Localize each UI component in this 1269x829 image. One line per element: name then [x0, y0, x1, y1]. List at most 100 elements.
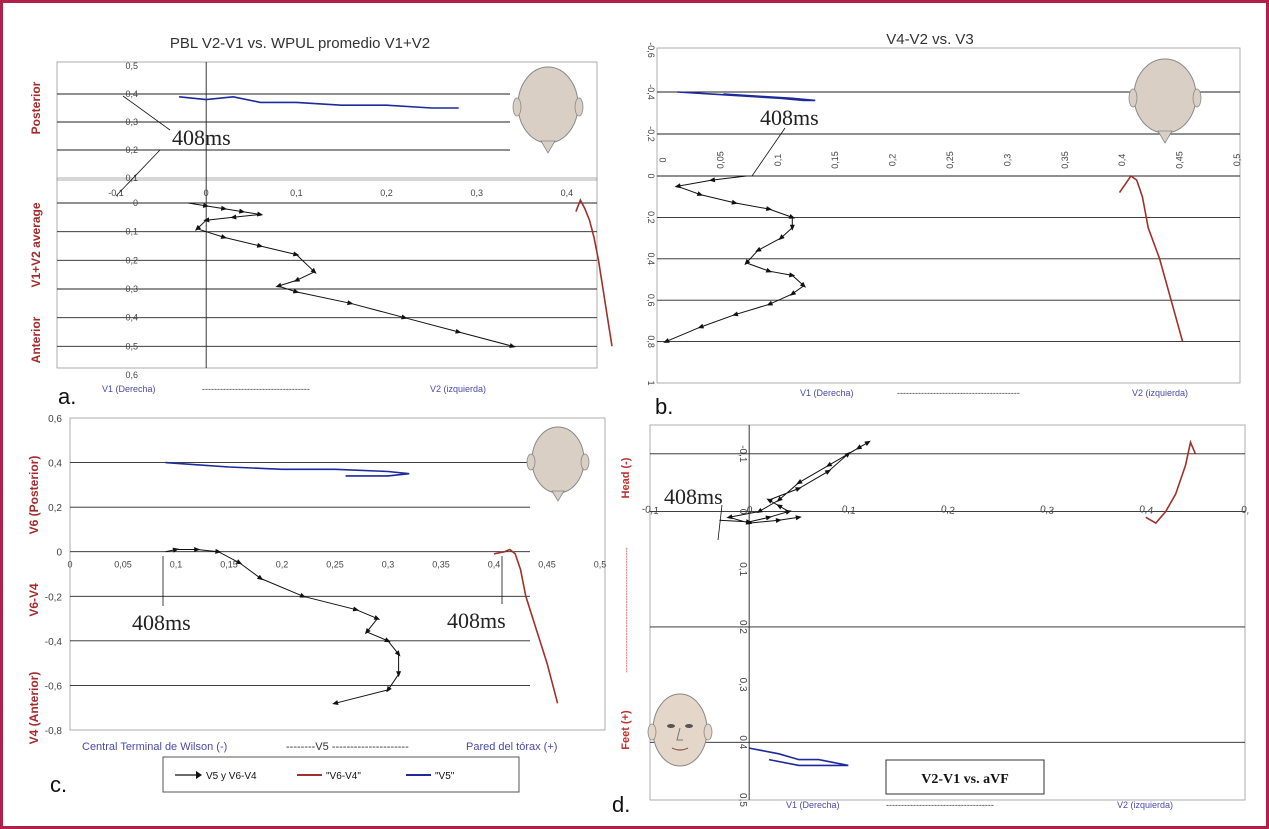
x-tick-label: 0,4 [488, 560, 501, 570]
y-tick-label: 1 [646, 380, 656, 385]
panel-d-annotation: 408ms [664, 484, 723, 509]
panel-d-ylabel-bottom: Feet (+) [620, 710, 632, 750]
panel-a-plot-bottom [56, 177, 598, 369]
panel-a-bottom-right: V2 (izquierda) [430, 384, 486, 394]
panel-b-letter: b. [655, 394, 673, 419]
panel-a-ylabel-bottom: Anterior [29, 316, 43, 363]
arrow-marker [299, 592, 306, 598]
y-tick-label: 0,8 [646, 335, 656, 348]
arrow-marker [172, 547, 179, 553]
y-tick-label: 0 [56, 548, 62, 559]
arrow-marker [778, 234, 785, 241]
y-tick-label: 0,3 [737, 678, 748, 692]
x-tick-label: 0,3 [470, 188, 483, 198]
x-tick-label: 0,25 [945, 151, 955, 169]
red-curve [493, 548, 559, 704]
arrow-marker [332, 700, 339, 705]
panel-c-plot [69, 417, 606, 731]
y-tick-label: 0,4 [125, 313, 138, 323]
x-tick-label: 0,25 [326, 560, 344, 570]
arrow-marker [220, 234, 228, 239]
y-tick-label: 0,6 [125, 370, 138, 380]
y-tick-label: 0,4 [737, 735, 748, 749]
arrow-marker [844, 451, 851, 458]
panel-a-bottom-dash: ------------------------------------ [202, 384, 310, 394]
arrow-marker [194, 547, 201, 552]
panel-c-ylabel-bottom: V4 (Anterior) [27, 672, 41, 745]
legend-label: V5 y V6-V4 [206, 771, 257, 782]
y-tick-label: 0 [646, 173, 656, 178]
panel-d-plot [649, 424, 1246, 801]
arrow-marker [795, 487, 802, 492]
arrow-marker [755, 246, 762, 252]
panel-d-letter: d. [612, 792, 630, 817]
panel-d-bottom-left: V1 (Derecha) [786, 800, 840, 810]
y-tick-label: 0 [737, 509, 748, 515]
y-tick-label: 0,5 [125, 61, 138, 71]
x-tick-label: 0,35 [1060, 151, 1070, 169]
panel-b-plot-bottom [656, 175, 1241, 384]
panel-c-ticks: 0 0,05 0,1 0,15 0,2 0,25 0,3 0,35 0,4 0,45 0,5 0,6 0… [45, 414, 606, 737]
y-tick-label: 0,2 [125, 145, 138, 155]
panel-c-bottom-mid: --------V5 --------------------- [286, 741, 409, 753]
x-tick-label: 0,4 [1139, 504, 1155, 517]
panel-a-annotation-leader-2 [115, 149, 161, 197]
x-tick-label: 0,05 [114, 560, 132, 570]
x-tick-label: 0,2 [888, 154, 898, 167]
x-tick-label: 0,1 [773, 154, 783, 167]
y-tick-label: 0,3 [125, 117, 138, 127]
arrow-marker [765, 267, 773, 273]
arrow-marker [765, 515, 772, 521]
arrow-marker [731, 199, 738, 205]
x-tick-label: 0,1 [841, 504, 857, 517]
y-tick-label: 0,4 [48, 459, 62, 470]
arrow-marker [732, 311, 739, 317]
x-tick-label: 0,5 [1232, 154, 1242, 167]
panel-b-bottom-left: V1 (Derecha) [800, 388, 854, 398]
x-tick-label: 0,3 [1039, 504, 1055, 517]
panel-b-curves [663, 91, 1184, 343]
x-tick-label: 0, [1240, 504, 1250, 516]
y-tick-label: 0 [133, 198, 138, 208]
y-tick-label: 0,2 [737, 620, 748, 634]
y-tick-label: -0,6 [45, 681, 63, 692]
x-tick-label: 0,35 [432, 560, 450, 570]
y-tick-label: 0,4 [125, 89, 138, 99]
panel-a-gridlines [57, 62, 597, 368]
panel-a: PBL V2-V1 vs. WPUL promedio V1+V2 -0,1 0 0… [29, 35, 613, 409]
y-tick-label: 0,2 [48, 503, 62, 514]
arrow-marker [256, 211, 264, 217]
arrow-marker [697, 323, 705, 329]
y-tick-label: 0,6 [48, 414, 62, 425]
arrow-marker [799, 281, 807, 288]
panel-a-bottom-left: V1 (Derecha) [102, 384, 156, 394]
panel-a-ticks: -0,1 0 0,1 0,2 0,3 0,4 0,5 0,4 0,3 0,2 0,1 0 0,1 0,2 0… [108, 61, 573, 380]
panel-d-gridlines [650, 425, 1245, 800]
arrow-marker [855, 444, 863, 450]
arrow-marker [775, 517, 782, 523]
arrow-marker [795, 515, 802, 521]
arrow-marker [384, 637, 391, 643]
x-tick-label: 0 [67, 560, 72, 570]
arrow-marker [726, 514, 733, 520]
x-tick-label: -0,1 [641, 504, 660, 517]
arrow-marker [292, 288, 300, 294]
x-tick-label: 0,1 [170, 560, 183, 570]
y-tick-label: 0,1 [125, 227, 138, 237]
arrow-marker [825, 461, 833, 467]
x-tick-label: 0,3 [382, 560, 395, 570]
y-tick-label: -0,4 [646, 84, 656, 100]
panel-b-ticks: 0 0,05 0,1 0,15 0,2 0,25 0,3 0,35 0,4 0,45 0,5 -0,6… [646, 42, 1242, 385]
panel-a-plot-top [56, 61, 598, 181]
arrow-marker [455, 328, 462, 334]
arrow-marker [401, 314, 408, 320]
blue-curve [749, 747, 849, 767]
y-tick-label: 0,6 [646, 294, 656, 307]
arrow-marker [373, 615, 381, 620]
legend-item-v6v4: "V6-V4" [297, 771, 361, 782]
panel-c-bottom-left: Central Terminal de Wilson (-) [82, 741, 227, 753]
arrow-marker [394, 650, 401, 657]
y-tick-label: 0,2 [646, 211, 656, 224]
black-loop-curve [165, 549, 400, 704]
